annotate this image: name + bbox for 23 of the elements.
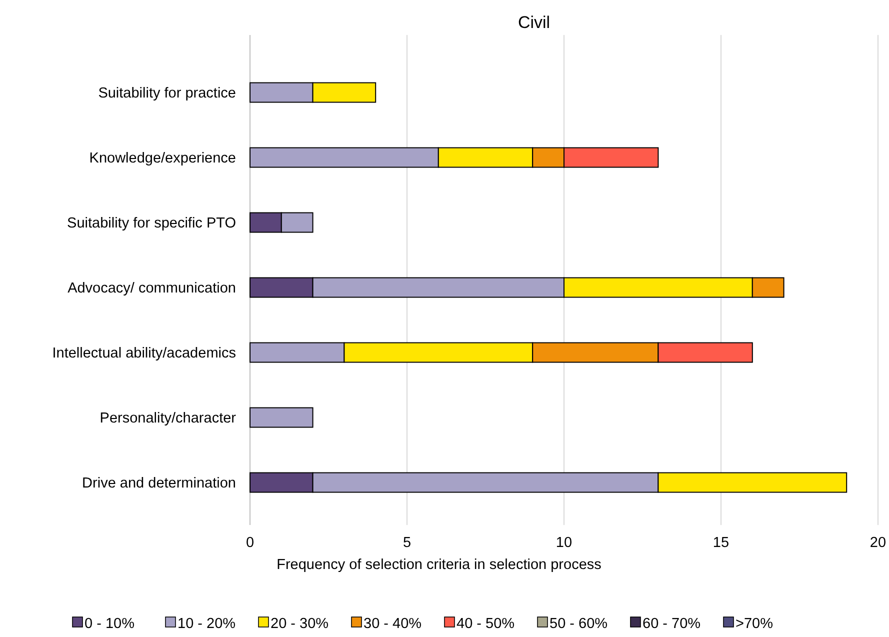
legend-label: 0 - 10% <box>84 616 135 632</box>
y-tick-label: Suitability for specific PTO <box>67 216 236 232</box>
legend-label: 30 - 40% <box>364 616 422 632</box>
legend-label: 10 - 20% <box>178 616 236 632</box>
bar <box>250 407 314 428</box>
legend-label: 40 - 50% <box>456 616 515 632</box>
x-tick-label: 20 <box>870 535 886 551</box>
y-tick-label: Drive and determination <box>82 476 236 492</box>
x-tick-label: 10 <box>556 535 572 551</box>
legend-label: 20 - 30% <box>270 616 329 632</box>
x-tick-label: 0 <box>246 535 254 551</box>
y-tick-label: Knowledge/experience <box>89 150 236 167</box>
y-tick-label: Advocacy/ communication <box>68 280 236 297</box>
y-tick-label: Suitability for practice <box>98 86 236 102</box>
x-tick-label: 5 <box>402 535 412 551</box>
y-tick-label: Personality/character <box>100 410 236 427</box>
y-tick-label: Intellectual ability/academics <box>52 346 236 362</box>
x-tick-label: 15 <box>712 535 730 551</box>
x-axis-title: Frequency of selection criteria in selection process <box>276 557 602 573</box>
chart-title: Civil <box>518 13 550 32</box>
legend-label: 60 - 70% <box>642 616 701 632</box>
legend-label: >70% <box>736 616 774 632</box>
legend-label: 50 - 60% <box>550 616 608 632</box>
